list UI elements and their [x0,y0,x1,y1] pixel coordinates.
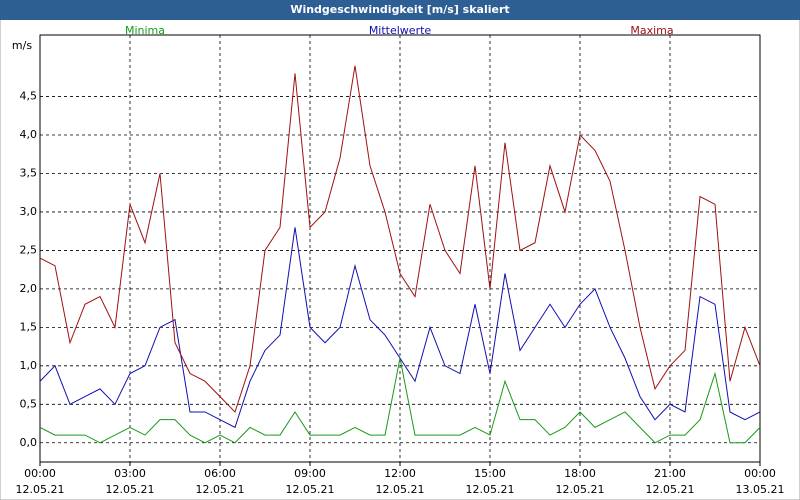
x-tick-label: 21:00 [654,467,686,480]
y-tick-label: 0,5 [20,397,38,410]
y-tick-label: 3,0 [20,205,38,218]
chart-title: Windgeschwindigkeit [m/s] skaliert [290,3,509,16]
x-tick-label: 00:00 [24,467,56,480]
x-tick-date: 12.05.21 [196,483,245,496]
x-tick-label: 18:00 [564,467,596,480]
legend-label: Minima [125,24,165,37]
y-tick-label: 1,0 [20,359,38,372]
x-tick-date: 12.05.21 [106,483,155,496]
x-tick-date: 12.05.21 [556,483,605,496]
y-tick-label: 4,0 [20,128,38,141]
y-tick-label: 2,0 [20,282,38,295]
legend-label: Mittelwerte [369,24,432,37]
x-tick-date: 12.05.21 [376,483,425,496]
series-line [39,65,761,413]
y-tick-label: 2,5 [20,243,38,256]
y-tick-label: 0,0 [20,436,38,449]
x-tick-date: 12.05.21 [466,483,515,496]
x-tick-label: 09:00 [294,467,326,480]
title-bar [0,0,800,20]
y-tick-label: 3,5 [20,166,38,179]
x-tick-date: 13.05.21 [736,483,785,496]
x-tick-label: 03:00 [114,467,146,480]
y-axis-label: m/s [12,39,32,52]
x-tick-date: 12.05.21 [646,483,695,496]
x-tick-date: 12.05.21 [286,483,335,496]
y-tick-label: 4,5 [20,90,38,103]
x-tick-date: 12.05.21 [16,483,65,496]
x-tick-label: 00:00 [744,467,776,480]
legend-label: Maxima [630,24,673,37]
x-tick-label: 15:00 [474,467,506,480]
x-tick-label: 12:00 [384,467,416,480]
y-tick-label: 1,5 [20,320,38,333]
series-line [39,227,761,429]
x-tick-label: 06:00 [204,467,236,480]
